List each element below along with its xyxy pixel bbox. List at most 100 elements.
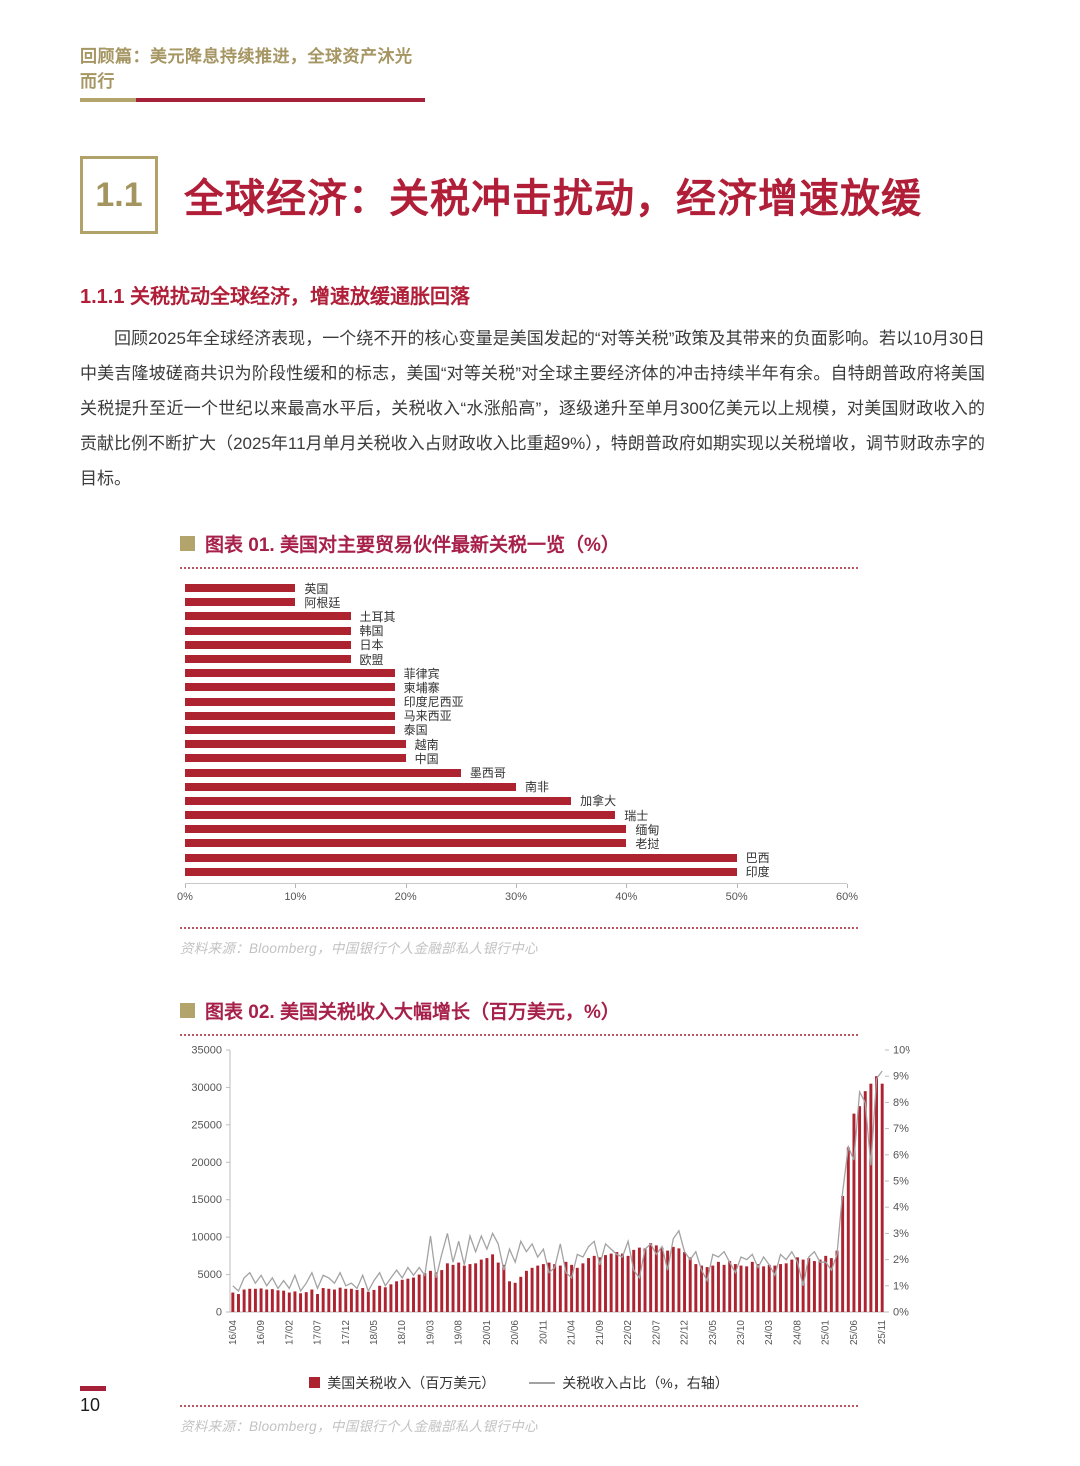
revenue-bar <box>287 1292 291 1312</box>
revenue-bar <box>508 1281 511 1312</box>
x-axis-tick-label: 25/11 <box>877 1320 888 1345</box>
right-tick-label: 6% <box>893 1149 909 1161</box>
revenue-bar <box>750 1261 754 1312</box>
revenue-bar <box>389 1284 393 1312</box>
revenue-bar <box>683 1252 687 1312</box>
revenue-bar <box>299 1293 303 1312</box>
chart-02-plot: 0 5000 10000 15000 20000 25000 30000 35000 0% 1% 2… <box>140 1036 915 1373</box>
x-axis-tick-label: 25/06 <box>849 1320 860 1345</box>
left-tick-label: 25000 <box>191 1119 222 1131</box>
revenue-bar <box>587 1258 591 1312</box>
x-axis-tick-label: 20/06 <box>510 1320 521 1345</box>
x-axis-tick-label: 21/09 <box>595 1320 606 1345</box>
header-rule-gold-segment <box>80 98 136 102</box>
tariff-bar-label: 墨西哥 <box>469 766 506 781</box>
tariff-bar-row: 瑞士 <box>185 808 858 823</box>
tariff-bar-label: 缅甸 <box>635 822 660 837</box>
tariff-bar-row: 印度 <box>185 865 858 879</box>
tariff-bar-label: 韩国 <box>359 624 384 639</box>
revenue-bar <box>615 1252 619 1312</box>
tariff-bar <box>185 782 516 791</box>
tariff-bar-row: 泰国 <box>185 723 858 737</box>
legend-item: 美国关税收入（百万美元） <box>309 1373 495 1393</box>
revenue-bar <box>378 1285 382 1312</box>
tariff-bar-label: 印度尼西亚 <box>403 695 464 710</box>
revenue-bar <box>733 1264 737 1312</box>
x-axis-tick-label: 40% <box>615 890 638 903</box>
page-footer: 10 <box>80 1386 106 1416</box>
revenue-bar <box>445 1263 449 1312</box>
tariff-bar-label: 日本 <box>359 638 384 653</box>
revenue-bar <box>344 1288 348 1312</box>
x-axis-tick-label: 22/12 <box>680 1320 691 1345</box>
x-axis-tickmark <box>185 883 186 888</box>
revenue-bar <box>310 1289 314 1312</box>
subsection-heading: 1.1.1 关税扰动全球经济，增速放缓通胀回落 <box>80 286 471 308</box>
chart-02-title: 图表 02. 美国关税收入大幅增长（百万美元，%） <box>205 1001 620 1023</box>
x-axis-tick-label: 20% <box>394 890 417 903</box>
chart-02-legend: 美国关税收入（百万美元） 关税收入占比（%，右轴） <box>180 1373 858 1393</box>
page-header: 回顾篇：美元降息持续推进，全球资产沐光而行 <box>80 42 425 102</box>
revenue-bar <box>276 1290 280 1312</box>
revenue-bar <box>700 1265 703 1312</box>
tariff-bar-label: 土耳其 <box>359 609 396 624</box>
revenue-bar <box>694 1264 698 1312</box>
revenue-bar <box>756 1264 760 1312</box>
revenue-bar <box>705 1267 709 1312</box>
tariff-bar-row: 英国 <box>185 581 858 596</box>
tariff-bar <box>185 669 395 678</box>
revenue-bar <box>304 1292 308 1312</box>
tariff-bar-label: 柬埔寨 <box>403 680 440 695</box>
revenue-bar <box>541 1264 545 1312</box>
x-axis-tick-label: 17/02 <box>284 1320 295 1345</box>
revenue-bar <box>530 1267 534 1312</box>
chart-01-title: 图表 01. 美国对主要贸易伙伴最新关税一览（%） <box>205 535 620 556</box>
revenue-bar <box>524 1270 528 1312</box>
revenue-bar <box>253 1288 257 1312</box>
revenue-bar <box>846 1147 850 1312</box>
x-axis-tick-label: 19/08 <box>454 1320 465 1345</box>
revenue-bar <box>293 1291 297 1312</box>
revenue-bar <box>564 1261 568 1312</box>
tariff-bar-row: 缅甸 <box>185 822 858 837</box>
tariff-bar-label: 泰国 <box>403 723 428 738</box>
x-axis-tick-label: 23/05 <box>708 1320 719 1345</box>
revenue-bar <box>790 1259 794 1312</box>
revenue-bar <box>609 1253 613 1312</box>
tariff-bar-label: 巴西 <box>745 851 770 866</box>
tariff-bar-label: 中国 <box>414 751 439 766</box>
x-axis-tick-label: 50% <box>725 890 748 903</box>
x-axis-tick-label: 20/11 <box>538 1320 549 1345</box>
chart-02-block: 图表 02. 美国关税收入大幅增长（百万美元，%） 0 5000 10000 1500… <box>180 997 915 1435</box>
tariff-bar-row: 加拿大 <box>185 794 858 808</box>
tariff-bar <box>185 768 461 777</box>
tariff-bar <box>185 711 395 720</box>
body-paragraph: 回顾2025年全球经济表现，一个绕不开的核心变量是美国发起的“对等关税”政策及其… <box>80 329 985 488</box>
tariff-bar <box>185 811 616 820</box>
x-axis-tick-label: 23/10 <box>736 1320 747 1345</box>
revenue-bar <box>417 1274 421 1312</box>
chart-01-block: 图表 01. 美国对主要贸易伙伴最新关税一览（%） 英国 阿根廷 土耳其 韩国 日本 欧盟… <box>177 530 858 957</box>
x-axis-tick-label: 21/04 <box>567 1320 578 1345</box>
left-tick-label: 15000 <box>191 1194 222 1206</box>
revenue-bar <box>553 1264 557 1312</box>
tariff-bar-row: 巴西 <box>185 851 858 865</box>
gold-square-icon <box>180 1002 195 1018</box>
right-tick-label: 3% <box>893 1228 909 1240</box>
chart-02-source: 资料来源：Bloomberg，中国银行个人金融部私人银行中心 <box>180 1418 538 1434</box>
revenue-bar <box>513 1282 517 1312</box>
revenue-bar <box>807 1258 811 1312</box>
x-axis-tick-label: 19/03 <box>426 1320 437 1345</box>
section-number: 1.1 <box>95 175 143 214</box>
x-axis-tickmark <box>405 883 407 888</box>
revenue-bar <box>428 1270 432 1312</box>
revenue-bar <box>474 1263 478 1312</box>
tariff-bar-row: 南非 <box>185 780 858 794</box>
revenue-bar <box>745 1266 749 1312</box>
legend-label: 关税收入占比（%，右轴） <box>562 1374 729 1391</box>
chart-01-source: 资料来源：Bloomberg，中国银行个人金融部私人银行中心 <box>180 940 538 956</box>
revenue-bar <box>660 1247 664 1312</box>
x-axis-tickmark <box>847 883 848 888</box>
revenue-bar <box>412 1277 415 1312</box>
tariff-bar-label: 英国 <box>304 581 329 596</box>
